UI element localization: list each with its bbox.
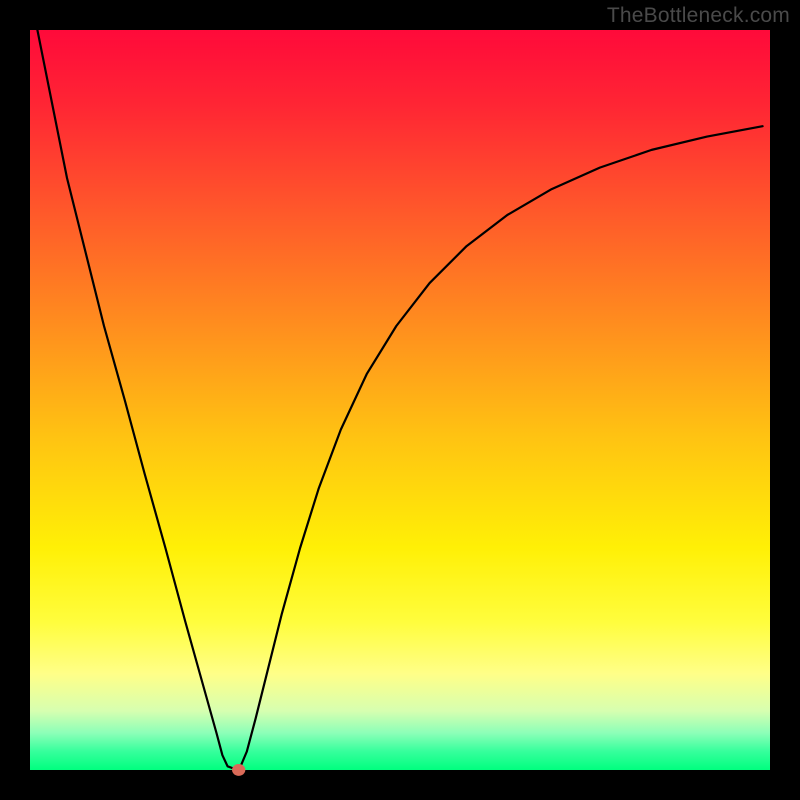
chart-container: TheBottleneck.com bbox=[0, 0, 800, 800]
optimum-marker bbox=[232, 764, 245, 776]
bottleneck-chart bbox=[0, 0, 800, 800]
plot-background bbox=[30, 30, 770, 770]
